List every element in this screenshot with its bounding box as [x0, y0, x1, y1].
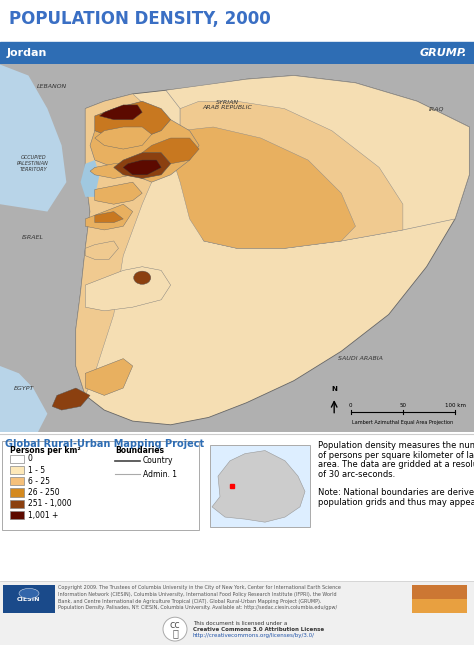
Text: Creative Commons 3.0 Attribution License: Creative Commons 3.0 Attribution License [193, 627, 324, 631]
Text: 6 - 25: 6 - 25 [28, 477, 50, 486]
Text: Note: National boundaries are derived from the: Note: National boundaries are derived fr… [318, 488, 474, 497]
Polygon shape [212, 451, 305, 522]
Text: 0: 0 [349, 402, 353, 408]
Text: ISRAEL: ISRAEL [22, 235, 44, 240]
Circle shape [134, 271, 151, 284]
Text: population grids and thus may appear coarse.: population grids and thus may appear coa… [318, 498, 474, 507]
Text: SYRIAN
ARAB REPUBLIC: SYRIAN ARAB REPUBLIC [202, 99, 253, 110]
Polygon shape [100, 105, 142, 119]
Bar [210, 446, 310, 528]
Text: of 30 arc-seconds.: of 30 arc-seconds. [318, 470, 395, 479]
Text: cc: cc [170, 620, 181, 630]
Text: This document is licensed under a: This document is licensed under a [193, 620, 287, 626]
Bar [412, 599, 467, 613]
Polygon shape [90, 116, 199, 182]
Polygon shape [0, 64, 66, 212]
Text: Population density measures the number: Population density measures the number [318, 441, 474, 450]
Polygon shape [123, 160, 161, 175]
Text: 50: 50 [400, 402, 406, 408]
Text: 1 - 5: 1 - 5 [28, 466, 45, 475]
Text: EGYPT: EGYPT [14, 386, 34, 390]
Text: POPULATION DENSITY, 2000: POPULATION DENSITY, 2000 [9, 10, 271, 28]
FancyBboxPatch shape [2, 441, 199, 530]
Text: OCCUPIED
PALESTINIAN
TERRITORY: OCCUPIED PALESTINIAN TERRITORY [18, 155, 49, 172]
Text: SAUDI ARABIA: SAUDI ARABIA [338, 356, 383, 361]
Bar [10, 466, 24, 474]
Text: Country: Country [143, 456, 173, 465]
Text: GRUMP.: GRUMP. [419, 48, 467, 58]
Text: CIESIN: CIESIN [17, 597, 41, 602]
Polygon shape [85, 241, 118, 259]
Text: 0: 0 [28, 454, 33, 463]
Polygon shape [0, 366, 47, 432]
Ellipse shape [19, 588, 39, 599]
Polygon shape [166, 75, 469, 248]
Text: LEBANON: LEBANON [37, 84, 67, 89]
Text: 100 km: 100 km [445, 402, 465, 408]
Text: Copyright 2009. The Trustees of Columbia University in the City of New York, Cen: Copyright 2009. The Trustees of Columbia… [58, 586, 341, 610]
Text: 251 - 1,000: 251 - 1,000 [28, 499, 72, 508]
Polygon shape [85, 266, 171, 311]
Bar [412, 586, 467, 613]
Polygon shape [95, 212, 123, 223]
Bar [10, 488, 24, 497]
Polygon shape [114, 153, 171, 179]
Text: area. The data are gridded at a resolution: area. The data are gridded at a resoluti… [318, 460, 474, 469]
Polygon shape [95, 101, 171, 138]
Polygon shape [95, 182, 142, 204]
Bar [10, 500, 24, 508]
Polygon shape [161, 127, 356, 248]
Polygon shape [81, 160, 100, 197]
Text: http://creativecommons.org/licenses/by/3.0/: http://creativecommons.org/licenses/by/3… [193, 633, 315, 637]
Text: 1,001 +: 1,001 + [28, 511, 58, 519]
Text: Lambert Azimuthal Equal Area Projection: Lambert Azimuthal Equal Area Projection [352, 420, 454, 425]
Text: ⓘ: ⓘ [172, 628, 178, 638]
Polygon shape [90, 164, 133, 179]
Text: Admin. 1: Admin. 1 [143, 470, 177, 479]
Circle shape [163, 617, 187, 641]
Text: Jordan: Jordan [7, 48, 47, 58]
Text: of persons per square kilometer of land: of persons per square kilometer of land [318, 451, 474, 460]
Text: N: N [331, 386, 337, 392]
Polygon shape [52, 388, 90, 410]
Polygon shape [76, 75, 469, 425]
Polygon shape [85, 204, 133, 230]
Polygon shape [142, 138, 199, 164]
Bar [10, 477, 24, 485]
Polygon shape [95, 127, 152, 149]
Text: Global Rural-Urban Mapping Project: Global Rural-Urban Mapping Project [5, 439, 204, 450]
Text: IRAQ: IRAQ [428, 106, 444, 111]
Polygon shape [76, 94, 171, 395]
Polygon shape [180, 101, 403, 248]
Text: Persons per km²: Persons per km² [10, 446, 81, 455]
Text: Boundaries: Boundaries [115, 446, 164, 455]
Polygon shape [85, 359, 133, 395]
Text: 26 - 250: 26 - 250 [28, 488, 60, 497]
Bar [10, 455, 24, 463]
Bar [10, 511, 24, 519]
Bar [3, 586, 55, 613]
